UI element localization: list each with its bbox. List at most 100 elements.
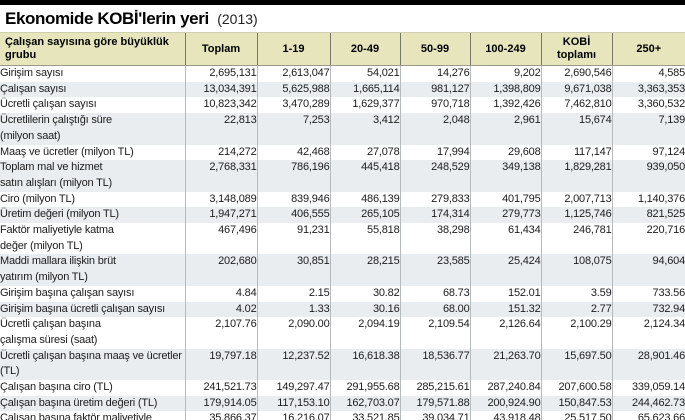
cell-value: 1.33 bbox=[256, 301, 330, 318]
column-header-250plus: 250+ bbox=[611, 32, 685, 66]
cell-value: 30.82 bbox=[329, 285, 400, 302]
cell-value: 149,297.47 bbox=[256, 380, 330, 396]
cell-value: 246,781 bbox=[540, 223, 612, 255]
cell-value: 2,109.54 bbox=[399, 317, 470, 349]
column-header-kobi-toplami: KOBİ toplamı bbox=[540, 32, 612, 66]
cell-value: 248,529 bbox=[399, 160, 470, 192]
cell-value: 28,901.46 bbox=[611, 348, 685, 381]
row-label: Ciro (milyon TL) bbox=[0, 192, 75, 205]
cell-value: 13,034,391 bbox=[184, 81, 257, 98]
cell-value: 202,680 bbox=[184, 254, 257, 286]
cell-value: 200,924.90 bbox=[469, 395, 541, 412]
column-header-50-99: 50-99 bbox=[399, 32, 470, 66]
cell-value: 97,124 bbox=[611, 144, 685, 161]
cell-value: 25,517.50 bbox=[540, 411, 612, 420]
cell-value: 30.16 bbox=[329, 301, 400, 318]
table-row: Ücretli çalışan sayısı 10,823,342 3,470,… bbox=[0, 97, 685, 114]
column-header-1-19: 1-19 bbox=[256, 32, 330, 66]
cell-value: 4.84 bbox=[184, 285, 257, 302]
cell-value: 2,100.29 bbox=[540, 317, 612, 349]
cell-value: 179,914.05 bbox=[184, 395, 257, 412]
cell-value: 54,021 bbox=[329, 65, 400, 82]
column-header-toplam: Toplam bbox=[184, 32, 257, 66]
table-row: Ücretli çalışan başına çalışma süresi (s… bbox=[0, 317, 685, 349]
cell-value: 445,418 bbox=[329, 160, 400, 192]
cell-value: 1,398,809 bbox=[469, 81, 541, 98]
table-row: Çalışan sayısı 13,034,391 5,625,988 1,66… bbox=[0, 81, 685, 98]
cell-value: 349,138 bbox=[469, 160, 541, 192]
row-label: Ücretli çalışan sayısı bbox=[0, 98, 97, 111]
cell-value: 43,918.48 bbox=[469, 411, 541, 420]
cell-value: 486,139 bbox=[329, 191, 400, 208]
table-row: Girişim sayısı 2,695,131 2,613,047 54,02… bbox=[0, 65, 685, 82]
cell-value: 68.00 bbox=[399, 301, 470, 318]
cell-value: 2,961 bbox=[469, 113, 541, 145]
column-header-20-49: 20-49 bbox=[329, 32, 400, 66]
cell-value: 174,314 bbox=[399, 207, 470, 224]
top-rule bbox=[0, 0, 685, 5]
cell-value: 19,797.18 bbox=[184, 348, 257, 381]
cell-value: 7,253 bbox=[256, 113, 330, 145]
cell-value: 732.94 bbox=[611, 301, 685, 318]
cell-value: 214,272 bbox=[184, 144, 257, 161]
table-row: Girişim başına ücretli çalışan sayısı 4.… bbox=[0, 301, 685, 318]
row-label: Faktör maliyetiyle katma değer (milyon T… bbox=[0, 224, 114, 252]
cell-value: 2,124.34 bbox=[611, 317, 685, 349]
title-row: Ekonomide KOBİ'lerin yeri (2013) bbox=[0, 5, 685, 32]
cell-value: 2,048 bbox=[399, 113, 470, 145]
header-row: Çalışan sayısına göre büyüklük grubu Top… bbox=[0, 32, 685, 66]
cell-value: 16,618.38 bbox=[329, 348, 400, 381]
cell-value: 279,773 bbox=[469, 207, 541, 224]
cell-value: 30,851 bbox=[256, 254, 330, 286]
cell-value: 285,215.61 bbox=[399, 380, 470, 396]
cell-value: 65,623.66 bbox=[611, 411, 685, 420]
cell-value: 5,625,988 bbox=[256, 81, 330, 98]
cell-value: 27,078 bbox=[329, 144, 400, 161]
cell-value: 3,148,089 bbox=[184, 191, 257, 208]
cell-value: 406,555 bbox=[256, 207, 330, 224]
row-label: Girişim sayısı bbox=[0, 67, 64, 79]
cell-value: 108,075 bbox=[540, 254, 612, 286]
cell-value: 17,994 bbox=[399, 144, 470, 161]
cell-value: 55,818 bbox=[329, 223, 400, 255]
cell-value: 3,412 bbox=[329, 113, 400, 145]
cell-value: 91,231 bbox=[256, 223, 330, 255]
cell-value: 23,585 bbox=[399, 254, 470, 286]
cell-value: 1,829,281 bbox=[540, 160, 612, 192]
cell-value: 2.15 bbox=[256, 285, 330, 302]
table-row: Çalışan başına üretim değeri (TL) 179,91… bbox=[0, 395, 685, 412]
cell-value: 1,947,271 bbox=[184, 207, 257, 224]
cell-value: 61,434 bbox=[469, 223, 541, 255]
table-row: Maddi mallara ilişkin brüt yatırım (mily… bbox=[0, 254, 685, 286]
cell-value: 401,795 bbox=[469, 191, 541, 208]
cell-value: 821,525 bbox=[611, 207, 685, 224]
cell-value: 9,202 bbox=[469, 65, 541, 82]
table-row: Faktör maliyetiyle katma değer (milyon T… bbox=[0, 223, 685, 255]
cell-value: 2,613,047 bbox=[256, 65, 330, 82]
cell-value: 3.59 bbox=[540, 285, 612, 302]
table-row: Ücretlilerin çalıştığı süre (milyon saat… bbox=[0, 113, 685, 145]
cell-value: 152.01 bbox=[469, 285, 541, 302]
table-row: Toplam mal ve hizmet satın alışları (mil… bbox=[0, 160, 685, 192]
table-row: Üretim değeri (milyon TL) 1,947,271 406,… bbox=[0, 207, 685, 224]
cell-value: 22,813 bbox=[184, 113, 257, 145]
row-label: Ücretlilerin çalıştığı süre (milyon saat… bbox=[0, 113, 185, 145]
cell-value: 2,695,131 bbox=[184, 65, 257, 82]
cell-value: 10,823,342 bbox=[184, 97, 257, 114]
column-header-100-249: 100-249 bbox=[469, 32, 541, 66]
cell-value: 25,424 bbox=[469, 254, 541, 286]
row-label: Girişim başına ücretli çalışan sayısı bbox=[0, 301, 185, 318]
cell-value: 970,718 bbox=[399, 97, 470, 114]
cell-value: 28,215 bbox=[329, 254, 400, 286]
cell-value: 1,392,426 bbox=[469, 97, 541, 114]
table-row: Ciro (milyon TL) 3,148,089 839,946 486,1… bbox=[0, 191, 685, 208]
cell-value: 339,059.14 bbox=[611, 380, 685, 396]
cell-value: 38,298 bbox=[399, 223, 470, 255]
cell-value: 2,768,331 bbox=[184, 160, 257, 192]
row-label: Çalışan başına ciro (TL) bbox=[0, 381, 113, 394]
cell-value: 207,600.58 bbox=[540, 380, 612, 396]
cell-value: 2.77 bbox=[540, 301, 612, 318]
cell-value: 179,571.88 bbox=[399, 395, 470, 412]
cell-value: 467,496 bbox=[184, 223, 257, 255]
